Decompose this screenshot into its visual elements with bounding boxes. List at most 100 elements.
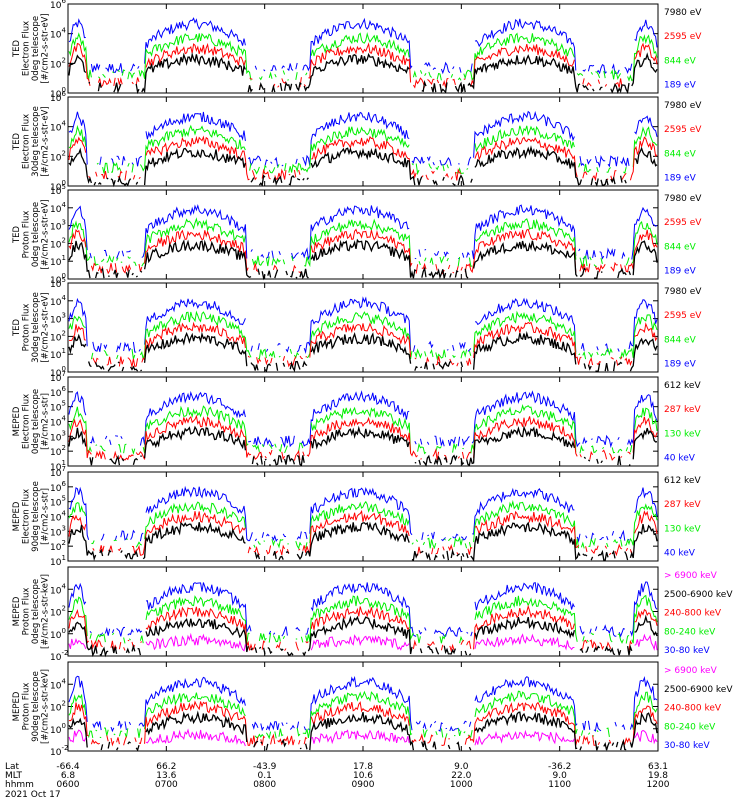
x-row-label: Lat bbox=[5, 762, 20, 772]
x-tick-label-mlt: 6.8 bbox=[61, 771, 76, 781]
legend-entry: 189 eV bbox=[664, 267, 697, 277]
series-blue bbox=[68, 110, 658, 169]
series-red bbox=[68, 321, 658, 368]
legend-entry: 844 eV bbox=[664, 56, 697, 66]
y-tick-label: 10-2 bbox=[50, 744, 68, 758]
y-axis-label-line: Proton Flux bbox=[21, 211, 31, 259]
y-axis-label-line: 0deg telescope bbox=[31, 389, 41, 454]
legend-entry: 189 eV bbox=[664, 81, 697, 91]
x-tick-label-lat: -43.9 bbox=[253, 762, 277, 772]
x-row-label: hhmm bbox=[5, 780, 34, 790]
y-axis-label-line: Proton Flux bbox=[21, 683, 31, 731]
series-green bbox=[68, 310, 658, 361]
y-tick-label: 104 bbox=[50, 294, 66, 308]
legend-entry: > 6900 keV bbox=[664, 666, 718, 676]
legend-entry: 2500-6900 keV bbox=[664, 590, 733, 600]
legend-entry: 40 keV bbox=[664, 454, 696, 464]
y-tick-label: 106 bbox=[50, 0, 66, 11]
x-tick-label-mlt: 22.0 bbox=[451, 771, 471, 781]
legend-entry: 612 keV bbox=[664, 381, 701, 391]
panel-frame bbox=[67, 376, 659, 467]
series-green bbox=[68, 594, 658, 644]
series-green bbox=[68, 403, 658, 456]
legend-entry: 189 eV bbox=[664, 360, 697, 370]
panel-frame bbox=[67, 96, 659, 187]
x-tick-label-hhmm: 1000 bbox=[450, 780, 473, 790]
y-axis-label-line: [#/cm2-s-str-eV] bbox=[40, 106, 50, 176]
y-axis-label-line: Electron Flux bbox=[21, 21, 31, 76]
legend-entry: 844 eV bbox=[664, 242, 697, 252]
y-axis-label-line: 90deg telescope bbox=[31, 671, 41, 742]
y-tick-label: 102 bbox=[50, 236, 66, 250]
x-tick-label-hhmm: 0700 bbox=[155, 780, 178, 790]
x-row-label: MLT bbox=[5, 771, 23, 781]
y-axis-label-line: MEPED bbox=[12, 406, 22, 436]
y-tick-label: 102 bbox=[50, 56, 66, 70]
series-blue bbox=[68, 675, 658, 733]
series-blue bbox=[68, 485, 658, 543]
y-tick-label: 103 bbox=[50, 524, 66, 538]
series-black bbox=[68, 710, 658, 752]
legend-entry: 30-80 keV bbox=[664, 646, 710, 656]
legend-entry: 2500-6900 keV bbox=[664, 685, 733, 695]
y-tick-label: 106 bbox=[50, 480, 66, 494]
x-tick-label-lat: -36.2 bbox=[548, 762, 571, 772]
legend-entry: 7980 eV bbox=[664, 101, 702, 111]
y-axis-label-line: 0deg telescope bbox=[31, 16, 41, 81]
date-label: 2021 Oct 17 bbox=[5, 790, 61, 800]
y-tick-label: 102 bbox=[50, 149, 66, 163]
x-tick-label-lat: -66.4 bbox=[56, 762, 80, 772]
x-tick-label-hhmm: 0900 bbox=[352, 780, 375, 790]
legend-entry: 240-800 keV bbox=[664, 704, 722, 714]
legend-entry: 80-240 keV bbox=[664, 627, 716, 637]
legend-entry: > 6900 keV bbox=[664, 571, 718, 581]
y-axis-label-line: [#/cm2-s-str-keV] bbox=[40, 574, 50, 649]
legend-entry: 287 keV bbox=[664, 405, 701, 415]
series-magenta bbox=[68, 728, 658, 747]
y-tick-label: 104 bbox=[50, 27, 66, 41]
y-axis-label-line: TED bbox=[12, 39, 22, 58]
y-tick-label: 102 bbox=[50, 700, 66, 714]
x-tick-label-mlt: 10.6 bbox=[353, 771, 373, 781]
legend-entry: 80-240 keV bbox=[664, 722, 716, 732]
y-tick-label: 102 bbox=[50, 444, 66, 458]
y-tick-label: 101 bbox=[50, 254, 66, 268]
y-axis-label-line: MEPED bbox=[12, 691, 22, 721]
series-green bbox=[68, 690, 658, 740]
y-axis-label-line: [#/cm2-s-str-eV] bbox=[40, 199, 50, 269]
legend-entry: 844 eV bbox=[664, 149, 697, 159]
y-axis-label-line: Electron Flux bbox=[21, 114, 31, 169]
y-tick-label: 102 bbox=[50, 539, 66, 553]
legend-entry: 2595 eV bbox=[664, 218, 702, 228]
legend-entry: 240-800 keV bbox=[664, 609, 722, 619]
series-green bbox=[68, 124, 658, 176]
y-tick-label: 100 bbox=[50, 627, 66, 641]
y-tick-label: 105 bbox=[50, 495, 66, 509]
y-axis-label-line: 0deg telescope bbox=[31, 202, 41, 267]
series-black bbox=[68, 330, 658, 373]
panel-frame bbox=[67, 661, 659, 752]
y-axis-label-line: [#/cm2-s-str-eV] bbox=[40, 13, 50, 83]
series-green bbox=[68, 499, 658, 550]
y-axis-label-line: 30deg telescope bbox=[31, 292, 41, 363]
series-red bbox=[68, 414, 658, 461]
y-tick-label: 100 bbox=[50, 722, 66, 736]
y-axis-label: MEPED Electron Flux 0deg telescope [#/cm2-s… bbox=[12, 389, 51, 454]
y-tick-label: 104 bbox=[50, 415, 66, 429]
y-tick-label: 102 bbox=[50, 605, 66, 619]
series-magenta bbox=[68, 632, 658, 652]
x-tick-label-lat: 9.0 bbox=[454, 762, 469, 772]
y-tick-label: 104 bbox=[50, 510, 66, 524]
legend-entry: 2595 eV bbox=[664, 311, 702, 321]
x-tick-label-lat: 63.1 bbox=[648, 762, 668, 772]
x-tick-label-lat: 66.2 bbox=[156, 762, 176, 772]
series-red bbox=[68, 509, 658, 557]
y-axis-label-line: [#/cm2-s-str] bbox=[40, 393, 50, 450]
